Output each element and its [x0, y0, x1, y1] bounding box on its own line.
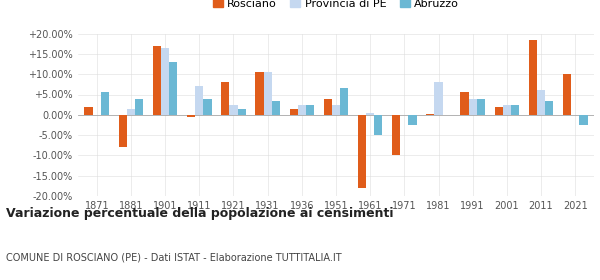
Text: COMUNE DI ROSCIANO (PE) - Dati ISTAT - Elaborazione TUTTITALIA.IT: COMUNE DI ROSCIANO (PE) - Dati ISTAT - E…	[6, 252, 341, 262]
Bar	[469, 99, 477, 115]
Bar	[332, 105, 340, 115]
Bar	[563, 74, 571, 115]
Bar	[529, 40, 537, 115]
Bar	[409, 115, 416, 125]
Bar	[119, 115, 127, 147]
Bar	[545, 101, 553, 115]
Bar	[256, 72, 263, 115]
Bar	[511, 105, 519, 115]
Bar	[503, 105, 511, 115]
Bar	[221, 82, 229, 115]
Bar	[290, 109, 298, 115]
Legend: Rosciano, Provincia di PE, Abruzzo: Rosciano, Provincia di PE, Abruzzo	[208, 0, 464, 13]
Bar	[169, 62, 178, 115]
Bar	[366, 113, 374, 115]
Bar	[161, 48, 169, 115]
Bar	[434, 82, 443, 115]
Bar	[263, 72, 272, 115]
Bar	[195, 87, 203, 115]
Bar	[323, 99, 332, 115]
Bar	[229, 105, 238, 115]
Bar	[537, 90, 545, 115]
Bar	[127, 109, 135, 115]
Bar	[460, 92, 469, 115]
Text: Variazione percentuale della popolazione ai censimenti: Variazione percentuale della popolazione…	[6, 207, 394, 220]
Bar	[494, 107, 503, 115]
Bar	[238, 109, 246, 115]
Bar	[392, 115, 400, 155]
Bar	[580, 115, 587, 125]
Bar	[272, 101, 280, 115]
Bar	[135, 99, 143, 115]
Bar	[85, 107, 92, 115]
Bar	[426, 114, 434, 115]
Bar	[187, 115, 195, 117]
Bar	[101, 92, 109, 115]
Bar	[477, 99, 485, 115]
Bar	[298, 105, 306, 115]
Bar	[340, 88, 349, 115]
Bar	[306, 105, 314, 115]
Bar	[203, 99, 212, 115]
Bar	[358, 115, 366, 188]
Bar	[374, 115, 382, 135]
Bar	[153, 46, 161, 115]
